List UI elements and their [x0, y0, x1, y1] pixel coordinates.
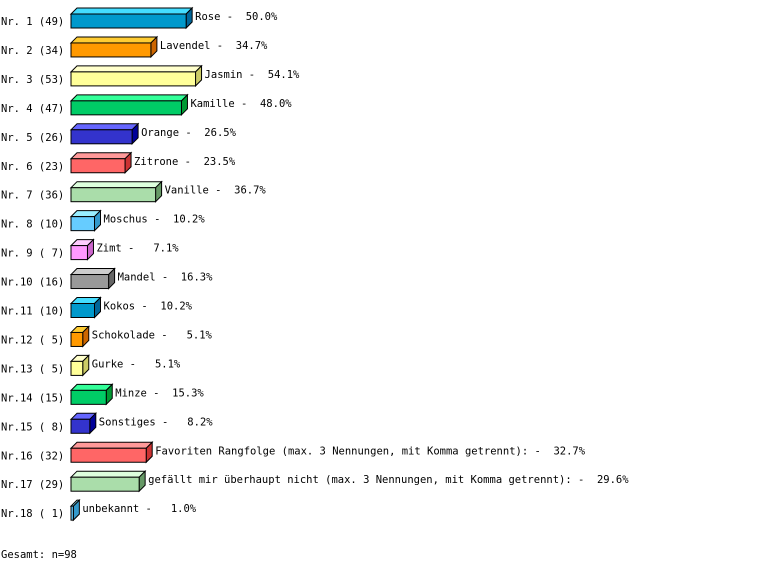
- bar-row: Nr. 1 (49) Rose - 50.0%: [1, 6, 278, 30]
- bar-row: Nr. 5 (26) Orange - 26.5%: [1, 122, 237, 146]
- bar-value-label: Lavendel - 34.7%: [160, 40, 268, 52]
- bar: [70, 42, 152, 58]
- bar-row: Nr.15 ( 8) Sonstiges - 8.2%: [1, 412, 213, 435]
- bar: [70, 129, 133, 145]
- category-label: Nr. 4 (47): [1, 103, 64, 115]
- bar: [70, 476, 140, 492]
- bar-value-label: Gurke - 5.1%: [92, 358, 181, 370]
- bar-value-label: Schokolade - 5.1%: [92, 329, 213, 341]
- category-label: Nr.12 ( 5): [1, 334, 64, 346]
- category-label: Nr. 7 (36): [1, 190, 64, 202]
- bar: [70, 274, 110, 290]
- bar-value-label: Vanille - 36.7%: [165, 185, 267, 197]
- bar: [70, 360, 84, 376]
- bar-top-face: [69, 470, 147, 478]
- bar-value-label: Favoriten Rangfolge (max. 3 Nennungen, m…: [155, 445, 586, 457]
- bar-top-face: [69, 441, 154, 449]
- category-label: Nr.15 ( 8): [1, 421, 64, 433]
- category-label: Nr.17 (29): [1, 479, 64, 491]
- bar-value-label: Jasmin - 54.1%: [205, 69, 301, 81]
- bar: [70, 13, 187, 29]
- bar-row: Nr. 2 (34) Lavendel - 34.7%: [1, 35, 268, 59]
- category-label: Nr.14 (15): [1, 392, 64, 404]
- bar: [70, 389, 107, 405]
- bar-row: Nr. 7 (36) Vanille - 36.7%: [1, 180, 267, 203]
- category-label: Nr.13 ( 5): [1, 363, 64, 375]
- bar-row: Nr.11 (10) Kokos - 10.2%: [1, 296, 193, 319]
- bar: [70, 418, 91, 434]
- bar-top-face: [69, 36, 159, 44]
- bar-value-label: Moschus - 10.2%: [104, 214, 206, 226]
- bar-value-label: Rose - 50.0%: [195, 11, 278, 23]
- bar-row: Nr.13 ( 5) Gurke - 5.1%: [1, 354, 181, 377]
- bar-row: Nr. 8 (10) Moschus - 10.2%: [1, 209, 206, 232]
- bar-value-label: gefällt mir überhaupt nicht (max. 3 Nenn…: [148, 474, 629, 486]
- category-label: Nr. 6 (23): [1, 161, 64, 173]
- bar: [70, 216, 95, 232]
- bar-top-face: [69, 94, 189, 102]
- bar: [70, 245, 88, 261]
- bar-row: Nr.16 (32) Favoriten Rangfolge (max. 3 Ne…: [1, 441, 586, 464]
- bar: [70, 505, 74, 521]
- category-label: Nr. 2 (34): [1, 45, 64, 57]
- category-label: Nr.16 (32): [1, 450, 64, 462]
- bar-top-face: [69, 181, 163, 189]
- category-label: Nr.11 (10): [1, 306, 64, 318]
- bar-top-face: [69, 152, 133, 160]
- bar-top-face: [69, 7, 194, 15]
- bar-row: Nr.17 (29) gefällt mir überhaupt nicht (m…: [1, 469, 629, 493]
- bar-row: Nr. 9 ( 7) Zimt - 7.1%: [1, 238, 179, 261]
- bar-top-face: [69, 123, 140, 131]
- bar: [70, 100, 182, 116]
- bar-value-label: Sonstiges - 8.2%: [99, 416, 213, 428]
- bar-top-face: [69, 383, 114, 391]
- bar-value-label: Minze - 15.3%: [115, 387, 204, 399]
- bar-row: Nr.12 ( 5) Schokolade - 5.1%: [1, 325, 213, 348]
- category-label: Nr. 1 (49): [1, 16, 64, 28]
- bar-row: Nr.18 ( 1) unbekannt - 1.0%: [1, 498, 197, 522]
- bar: [70, 158, 126, 174]
- category-label: Nr.18 ( 1): [1, 508, 64, 520]
- bar-row: Nr. 3 (53) Jasmin - 54.1%: [1, 64, 301, 88]
- bar: [70, 303, 95, 318]
- bar-row: Nr. 4 (47) Kamille - 48.0%: [1, 93, 292, 117]
- total-footer: Gesamt: n=98: [1, 549, 77, 561]
- category-label: Nr. 3 (53): [1, 74, 64, 86]
- category-label: Nr. 5 (26): [1, 132, 64, 144]
- bar-value-label: Kokos - 10.2%: [104, 301, 193, 313]
- bar: [70, 71, 197, 87]
- bar-value-label: Mandel - 16.3%: [118, 272, 214, 284]
- category-label: Nr.10 (16): [1, 277, 64, 289]
- bar-top-face: [69, 65, 203, 73]
- bar-row: Nr. 6 (23) Zitrone - 23.5%: [1, 151, 236, 174]
- bar-value-label: Zimt - 7.1%: [96, 243, 179, 255]
- bar-value-label: Zitrone - 23.5%: [134, 156, 236, 168]
- bar: [70, 447, 147, 463]
- bar-value-label: Orange - 26.5%: [141, 127, 237, 139]
- bar-value-label: Kamille - 48.0%: [190, 98, 292, 110]
- bar: [70, 187, 157, 203]
- bar-row: Nr.14 (15) Minze - 15.3%: [1, 383, 204, 406]
- bar: [70, 331, 84, 347]
- category-label: Nr. 8 (10): [1, 219, 64, 231]
- bar-row: Nr.10 (16) Mandel - 16.3%: [1, 267, 214, 290]
- bar-top-face: [69, 268, 116, 276]
- bar-value-label: unbekannt - 1.0%: [82, 503, 196, 515]
- category-label: Nr. 9 ( 7): [1, 248, 64, 260]
